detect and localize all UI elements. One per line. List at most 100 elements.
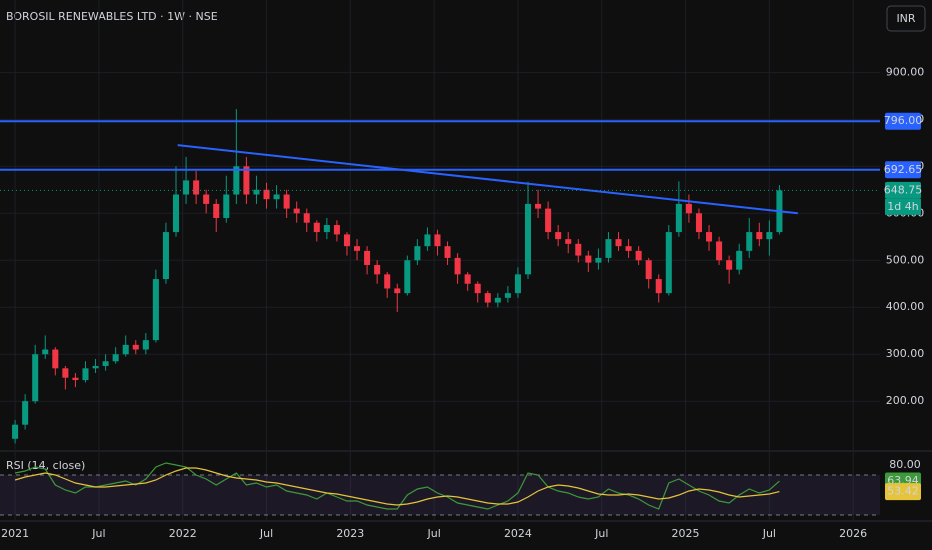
- candle-body: [273, 194, 280, 200]
- candle-body: [615, 239, 622, 247]
- candle-body: [102, 361, 109, 366]
- currency-label[interactable]: INR: [896, 12, 915, 25]
- candle-body: [32, 354, 39, 402]
- candle-body: [283, 194, 290, 209]
- chart-title: BOROSIL RENEWABLES LTD · 1W · NSE: [6, 10, 218, 23]
- candle-body: [233, 166, 240, 195]
- level-label: 796.00: [884, 114, 923, 127]
- x-tick-label: Jul: [594, 527, 608, 540]
- candle-body: [414, 246, 421, 261]
- rsi-ma-last-box: [885, 483, 921, 501]
- candle-body: [152, 279, 159, 341]
- candle-body: [122, 344, 129, 355]
- candle-body: [545, 208, 552, 233]
- x-tick-label: 2025: [672, 527, 700, 540]
- candle-body: [22, 401, 29, 425]
- candle-body: [193, 180, 200, 195]
- candle-body: [625, 246, 632, 251]
- candle-body: [675, 203, 682, 233]
- candle-body: [354, 246, 361, 251]
- candle-body: [645, 260, 652, 280]
- x-tick-label: Jul: [426, 527, 440, 540]
- candle-body: [434, 234, 441, 247]
- candle-body: [313, 222, 320, 233]
- candle-body: [695, 213, 702, 233]
- candle-body: [746, 232, 753, 251]
- candle-body: [736, 250, 743, 270]
- candle-body: [665, 232, 672, 294]
- rsi-ma-line: [14, 467, 780, 506]
- level-box: [885, 161, 921, 179]
- candle-body: [595, 257, 602, 263]
- countdown-box: [885, 198, 921, 215]
- rsi-line: [14, 462, 780, 510]
- candle-body: [706, 232, 713, 242]
- candle-body: [384, 274, 391, 289]
- y-tick-label: 500.00: [886, 253, 925, 266]
- candle-body: [333, 225, 340, 235]
- x-tick-label: 2021: [1, 527, 29, 540]
- candle-body: [203, 194, 210, 204]
- candle-body: [555, 232, 562, 240]
- candle-body: [223, 194, 230, 218]
- last-price-label: 648.75: [884, 183, 923, 196]
- candle-body: [454, 257, 461, 275]
- candle-body: [424, 234, 431, 247]
- candle-body: [303, 213, 310, 223]
- candle-body: [474, 283, 481, 294]
- candle-body: [62, 368, 69, 378]
- candle-body: [323, 225, 330, 233]
- candle-body: [504, 293, 511, 298]
- last-price-box: [885, 181, 921, 199]
- candle-body: [112, 354, 119, 362]
- candle-body: [635, 250, 642, 261]
- rsi-title: RSI (14, close): [6, 459, 85, 472]
- y-tick-label: 400.00: [886, 300, 925, 313]
- candle-body: [524, 203, 532, 275]
- currency-button[interactable]: [886, 5, 926, 32]
- candle-body: [394, 288, 401, 294]
- candle-body: [484, 293, 491, 303]
- candle-body: [494, 297, 501, 303]
- candle-body: [92, 365, 99, 369]
- candle-body: [444, 246, 451, 258]
- candle-body: [263, 189, 270, 200]
- candle-body: [12, 424, 19, 439]
- level-label: 692.65: [884, 163, 923, 176]
- y-tick-label: 300.00: [886, 347, 925, 360]
- candle-body: [172, 194, 180, 233]
- candle-body: [766, 232, 773, 240]
- candle-body: [162, 232, 169, 280]
- candle-body: [685, 203, 692, 214]
- candle-body: [42, 349, 49, 355]
- candle-body: [605, 239, 612, 258]
- candle-body: [374, 264, 381, 275]
- candle-body: [253, 189, 260, 195]
- candle-body: [364, 250, 371, 265]
- candle-body: [52, 349, 59, 369]
- countdown-label: 1d 4h: [887, 200, 918, 213]
- candle-body: [585, 255, 592, 263]
- candle-body: [82, 368, 89, 381]
- candle-body: [655, 279, 662, 294]
- candle-body: [142, 340, 149, 350]
- trend-line: [177, 144, 798, 215]
- rsi-band-fill: [0, 475, 880, 515]
- candle-body: [72, 377, 79, 381]
- candle-body: [213, 203, 220, 218]
- candle-body: [132, 344, 139, 350]
- candle-body: [464, 274, 471, 284]
- candle-body: [293, 208, 300, 214]
- x-tick-label: Jul: [762, 527, 776, 540]
- candle-body: [404, 260, 411, 294]
- x-tick-label: 2024: [504, 527, 532, 540]
- candle-body: [514, 274, 521, 294]
- rsi-tick-label: 80.00: [889, 458, 921, 471]
- y-tick-label: 200.00: [886, 394, 925, 407]
- x-tick-label: Jul: [259, 527, 273, 540]
- candle-body: [565, 239, 572, 244]
- candle-body: [716, 241, 723, 261]
- candle-body: [183, 180, 190, 195]
